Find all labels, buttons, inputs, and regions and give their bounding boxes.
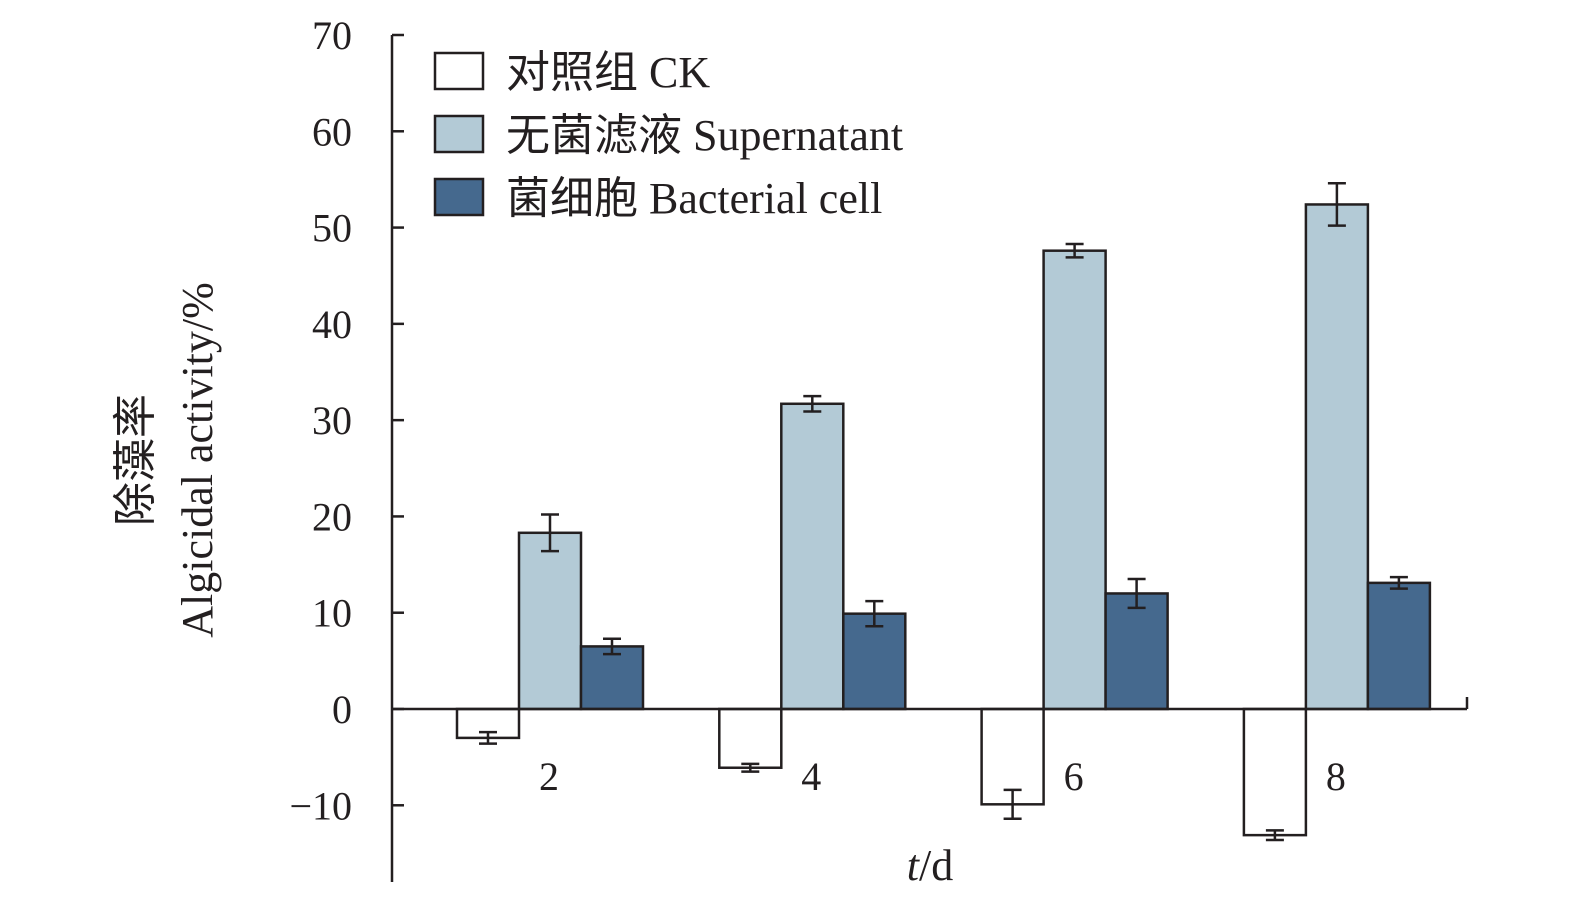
bar bbox=[842, 612, 907, 711]
bar bbox=[718, 707, 783, 769]
x-axis-label-unit: /d bbox=[919, 841, 953, 890]
legend-label: 对照组 CK bbox=[506, 48, 710, 97]
x-tick-label: 4 bbox=[801, 754, 821, 799]
bar bbox=[780, 402, 845, 711]
bar bbox=[1304, 203, 1370, 711]
bars-layer bbox=[455, 182, 1432, 842]
y-tick-label: 40 bbox=[312, 302, 352, 347]
y-tick-label: 50 bbox=[312, 206, 352, 251]
y-tick-label: 70 bbox=[312, 13, 352, 58]
x-tick-label: 8 bbox=[1326, 754, 1346, 799]
bar bbox=[579, 645, 645, 711]
x-axis-label: t/d bbox=[907, 841, 953, 890]
y-tick-label: 10 bbox=[312, 591, 352, 636]
y-tick-label: 30 bbox=[312, 398, 352, 443]
y-tick-label: 0 bbox=[332, 687, 352, 732]
legend-swatch bbox=[433, 114, 485, 154]
y-tick-label: 20 bbox=[312, 494, 352, 539]
legend-swatch bbox=[433, 51, 485, 91]
x-axis-label-var: t bbox=[907, 841, 921, 890]
y-axis-label-cn: 除藻率 bbox=[111, 394, 160, 526]
bar bbox=[517, 531, 583, 711]
y-tick-label: −10 bbox=[289, 783, 352, 828]
legend-label: 菌细胞 Bacterial cell bbox=[506, 174, 882, 223]
axes-layer: 2 4 6 8 70 60 50 40 30 20 10 0 −10 bbox=[289, 13, 1469, 882]
legend-label: 无菌滤液 Supernatant bbox=[506, 111, 903, 160]
y-tick-label: 60 bbox=[312, 109, 352, 154]
bar bbox=[1242, 707, 1308, 837]
bar bbox=[1366, 581, 1432, 711]
bar bbox=[1042, 249, 1107, 711]
y-axis-label: Algicidal activity/% bbox=[173, 282, 222, 638]
x-tick-label: 6 bbox=[1064, 754, 1084, 799]
legend-swatch bbox=[433, 177, 485, 217]
legend: 对照组 CK 无菌滤液 Supernatant 菌细胞 Bacterial cell bbox=[433, 48, 903, 223]
bar bbox=[1104, 592, 1169, 711]
x-tick-label: 2 bbox=[539, 754, 559, 799]
